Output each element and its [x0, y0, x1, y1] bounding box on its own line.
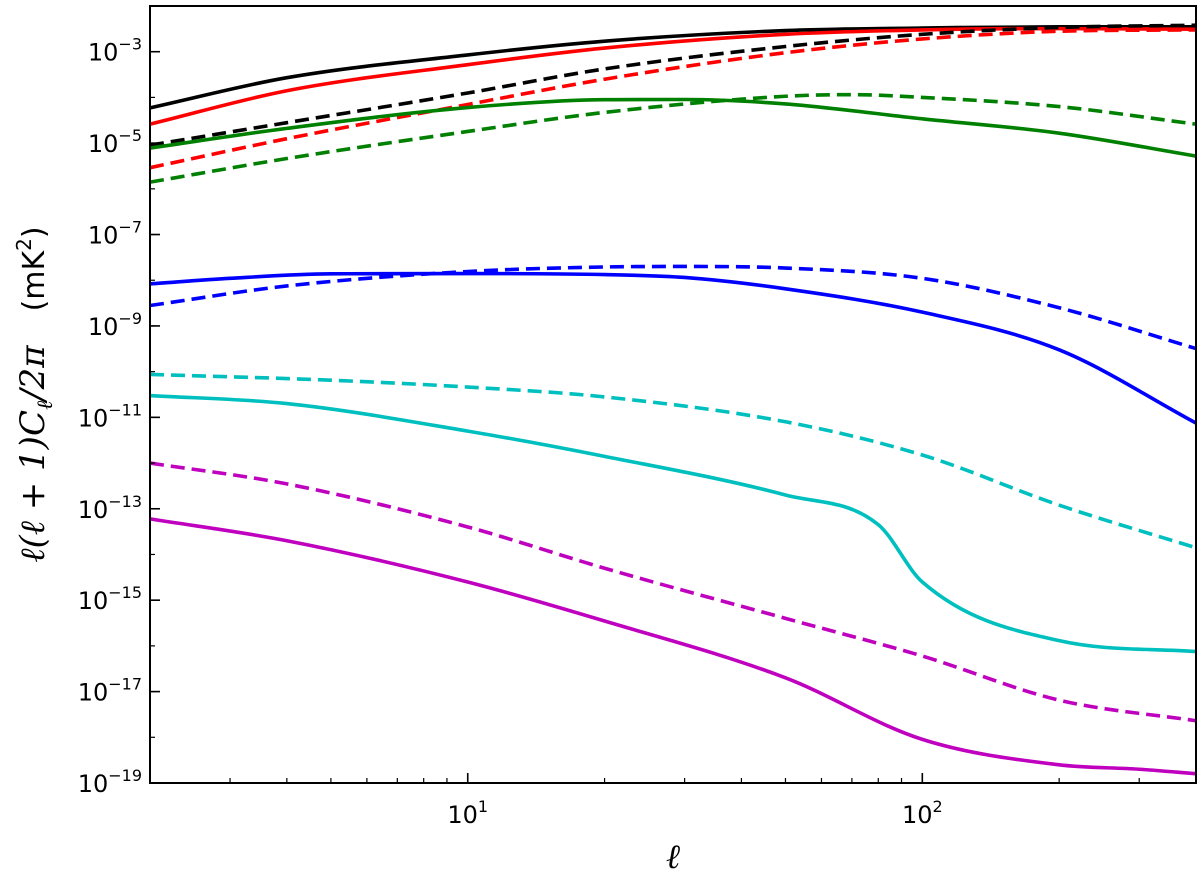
y-tick-labels: 10−3 10−5 10−7 10−9 10−11 10−13 10−15 10−17 10−1… [78, 35, 142, 798]
y-axis-unit-close: ) [17, 226, 52, 238]
y-major-ticks [150, 50, 160, 784]
y-tick-label: 10−17 [78, 675, 142, 707]
series-line-12-solid [149, 517, 1197, 776]
y-tick-label: 10−9 [88, 309, 142, 341]
y-axis-label-tail: /2π [13, 345, 53, 404]
x-axis-label: ℓ [666, 837, 680, 875]
y-axis-unit-sup: 2 [12, 238, 36, 251]
series-line-5-solid [149, 97, 1197, 158]
series-line-8-dashed [149, 264, 1197, 351]
y-tick-label: 10−5 [88, 126, 142, 158]
series-layer [149, 23, 1197, 776]
series-line-9-dashed [149, 372, 1197, 550]
series-line-10-solid [149, 393, 1197, 654]
y-axis-label-sub: ℓ [33, 400, 58, 410]
y-tick-label: 10−19 [78, 766, 142, 798]
y-axis-label: ℓ(ℓ + 1)Cℓ/2π (mK2) [12, 226, 58, 562]
series-line-2-solid [149, 26, 1197, 126]
y-tick-label: 10−7 [88, 218, 142, 250]
plot-frame [149, 5, 1197, 784]
series-line-3-dashed [149, 23, 1197, 147]
x-tick-label: 102 [902, 797, 943, 829]
x-tick-label: 101 [447, 797, 488, 829]
series-line-6-dashed [149, 92, 1197, 184]
y-tick-label: 10−15 [78, 583, 142, 615]
y-tick-label: 10−11 [78, 400, 142, 432]
y-tick-label: 10−13 [78, 492, 142, 524]
series-line-11-dashed [149, 461, 1197, 723]
series-line-7-solid [149, 271, 1197, 425]
y-axis-label-main: ℓ(ℓ + 1)C [13, 410, 53, 563]
y-axis-unit: (mK [17, 249, 52, 311]
x-tick-labels: 101 102 [447, 797, 942, 829]
y-tick-label: 10−3 [88, 35, 142, 67]
x-major-ticks [466, 773, 924, 783]
